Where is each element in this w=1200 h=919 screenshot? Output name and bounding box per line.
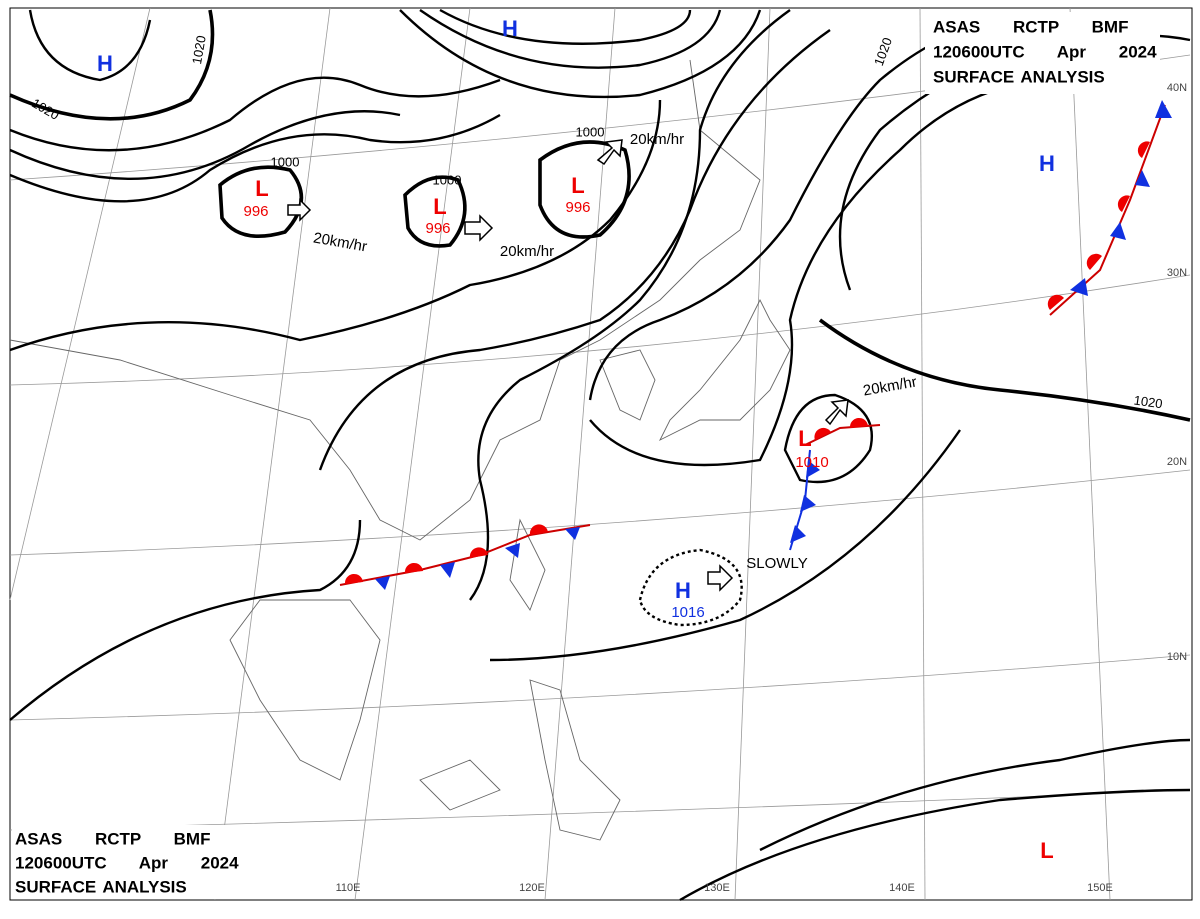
high-symbol: H xyxy=(1039,151,1055,176)
pressure: 1016 xyxy=(671,604,704,621)
pressure: 996 xyxy=(565,199,590,216)
longitude-label: 110E xyxy=(336,882,361,894)
header-line: SURFACE ANALYSIS xyxy=(15,877,187,896)
high-symbol: H xyxy=(502,16,518,41)
isobar-label: 1000 xyxy=(433,172,462,187)
isobars xyxy=(9,8,1191,902)
isobar-label: 1000 xyxy=(576,124,605,139)
low-symbol: L xyxy=(798,426,811,451)
isobar-label: 1020 xyxy=(1133,393,1164,412)
latitude-label: 20N xyxy=(1167,456,1187,468)
longitude-label: 130E xyxy=(704,882,730,894)
header-line: SURFACE ANALYSIS xyxy=(933,67,1105,86)
header-backdrop xyxy=(925,12,1160,94)
longitude-label: 120E xyxy=(519,882,545,894)
high-symbol: H xyxy=(675,578,691,603)
longitude-label: 140E xyxy=(889,882,915,894)
header-line: ASAS RCTP BMF xyxy=(933,17,1128,36)
longitude-label: 150E xyxy=(1087,882,1113,894)
header-line: ASAS RCTP BMF xyxy=(15,829,210,848)
isobar-label: 1000 xyxy=(271,154,300,169)
latitude-label: 10N xyxy=(1167,651,1187,663)
header-line: 120600UTC Apr 2024 xyxy=(15,853,239,872)
motion-arrows xyxy=(287,139,849,592)
low-symbol: L xyxy=(571,173,584,198)
low-symbol: L xyxy=(255,176,268,201)
latitude-label: 30N xyxy=(1167,267,1187,279)
pressure: 1010 xyxy=(795,454,828,471)
low-symbol: L xyxy=(433,194,446,219)
fronts xyxy=(339,100,1172,590)
pressure: 996 xyxy=(425,220,450,237)
coastlines xyxy=(9,59,791,841)
high-symbol: H xyxy=(97,51,113,76)
motion-label: 20km/hr xyxy=(500,243,554,260)
pressure: 996 xyxy=(243,203,268,220)
latitude-label: 40N xyxy=(1167,82,1187,94)
isobar-label: 1020 xyxy=(189,34,209,65)
motion-label: 20km/hr xyxy=(630,131,684,148)
header-line: 120600UTC Apr 2024 xyxy=(933,42,1157,61)
low-symbol: L xyxy=(1040,838,1053,863)
header-backdrop xyxy=(12,825,257,899)
motion-label: SLOWLY xyxy=(746,555,807,572)
